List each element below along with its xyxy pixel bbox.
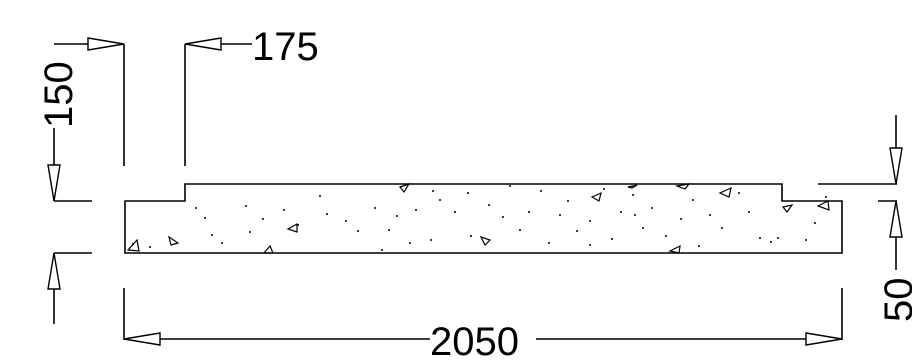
hatch-dot — [357, 230, 359, 232]
hatch-dot — [439, 199, 441, 201]
hatch-dot — [805, 239, 807, 241]
hatch-aggregate — [718, 186, 732, 198]
hatch-aggregate — [668, 244, 681, 254]
hatch-dot — [589, 220, 591, 222]
dimension-label-2050: 2050 — [430, 320, 519, 360]
hatch-dot — [634, 214, 636, 216]
hatch-dot — [692, 199, 694, 201]
hatch-dot — [567, 200, 569, 202]
hatch-dot — [345, 220, 347, 222]
concrete-section-outline — [124, 183, 843, 254]
hatch-dot — [249, 231, 251, 233]
arrow-150-top — [47, 164, 61, 202]
hatch-dot — [642, 227, 644, 229]
hatch-aggregate — [590, 191, 602, 202]
hatch-dot — [502, 216, 504, 218]
hatch-dot — [814, 222, 816, 224]
concrete-hatch — [126, 182, 830, 254]
arrow-2050-right — [805, 332, 843, 346]
hatch-dot — [528, 211, 530, 213]
hatch-dot — [665, 235, 667, 237]
hatch-dot — [611, 238, 613, 240]
hatch-dot — [651, 207, 653, 209]
hatch-aggregate — [262, 244, 274, 254]
hatch-dot — [204, 217, 206, 219]
hatch-dot — [632, 194, 634, 196]
hatch-dot — [221, 242, 223, 244]
hatch-dot — [603, 188, 605, 190]
hatch-aggregate — [286, 222, 298, 233]
hatch-dot — [620, 211, 622, 213]
hatch-aggregate — [168, 235, 180, 246]
hatch-aggregate — [627, 184, 638, 189]
hatch-dot — [470, 235, 472, 237]
arrow-175-right — [184, 37, 222, 51]
hatch-dot — [825, 196, 827, 198]
hatch-dot — [381, 249, 383, 251]
hatch-aggregate — [781, 204, 794, 213]
hatch-dot — [467, 192, 469, 194]
hatch-dot — [540, 190, 542, 192]
hatch-dot — [548, 242, 550, 244]
hatch-aggregate — [398, 182, 411, 194]
hatch-dot — [770, 241, 772, 243]
hatch-dot — [415, 209, 417, 211]
hatch-dot — [509, 185, 511, 187]
hatch-dot — [211, 234, 213, 236]
hatch-dot — [759, 237, 761, 239]
hatch-dot — [777, 237, 779, 239]
hatch-dot — [519, 229, 521, 231]
dimension-label-175: 175 — [252, 25, 319, 69]
hatch-aggregate — [816, 200, 830, 211]
hatch-dot — [283, 209, 285, 211]
hatch-dot — [748, 211, 750, 213]
hatch-dot — [698, 245, 700, 247]
hatch-dot — [721, 227, 723, 229]
hatch-dot — [374, 207, 376, 209]
hatch-dot — [195, 207, 197, 209]
hatch-dot — [709, 214, 711, 216]
hatch-aggregate — [126, 238, 140, 252]
hatch-dot — [680, 218, 682, 220]
arrow-175-left — [87, 37, 125, 51]
arrow-50-top — [889, 147, 903, 185]
hatch-dot — [262, 218, 264, 220]
hatch-dot — [589, 244, 591, 246]
hatch-dot — [245, 205, 247, 207]
hatch-dot — [576, 230, 578, 232]
hatch-aggregate — [479, 235, 492, 247]
hatch-dot — [488, 204, 490, 206]
arrow-150-bottom — [47, 252, 61, 290]
hatch-dot — [326, 213, 328, 215]
arrow-2050-left — [123, 332, 161, 346]
hatch-dot — [430, 239, 432, 241]
hatch-dot — [454, 211, 456, 213]
hatch-dot — [409, 242, 411, 244]
dimension-label-50: 50 — [877, 278, 912, 323]
arrow-50-bottom — [889, 200, 903, 238]
hatch-dot — [388, 229, 390, 231]
hatch-dot — [738, 192, 740, 194]
hatch-dot — [559, 214, 561, 216]
hatch-dot — [319, 195, 321, 197]
hatch-aggregate — [674, 183, 691, 190]
hatch-dot — [149, 246, 151, 248]
hatch-dot — [396, 215, 398, 217]
hatch-dot — [432, 190, 434, 192]
dimension-label-150: 150 — [37, 61, 81, 128]
